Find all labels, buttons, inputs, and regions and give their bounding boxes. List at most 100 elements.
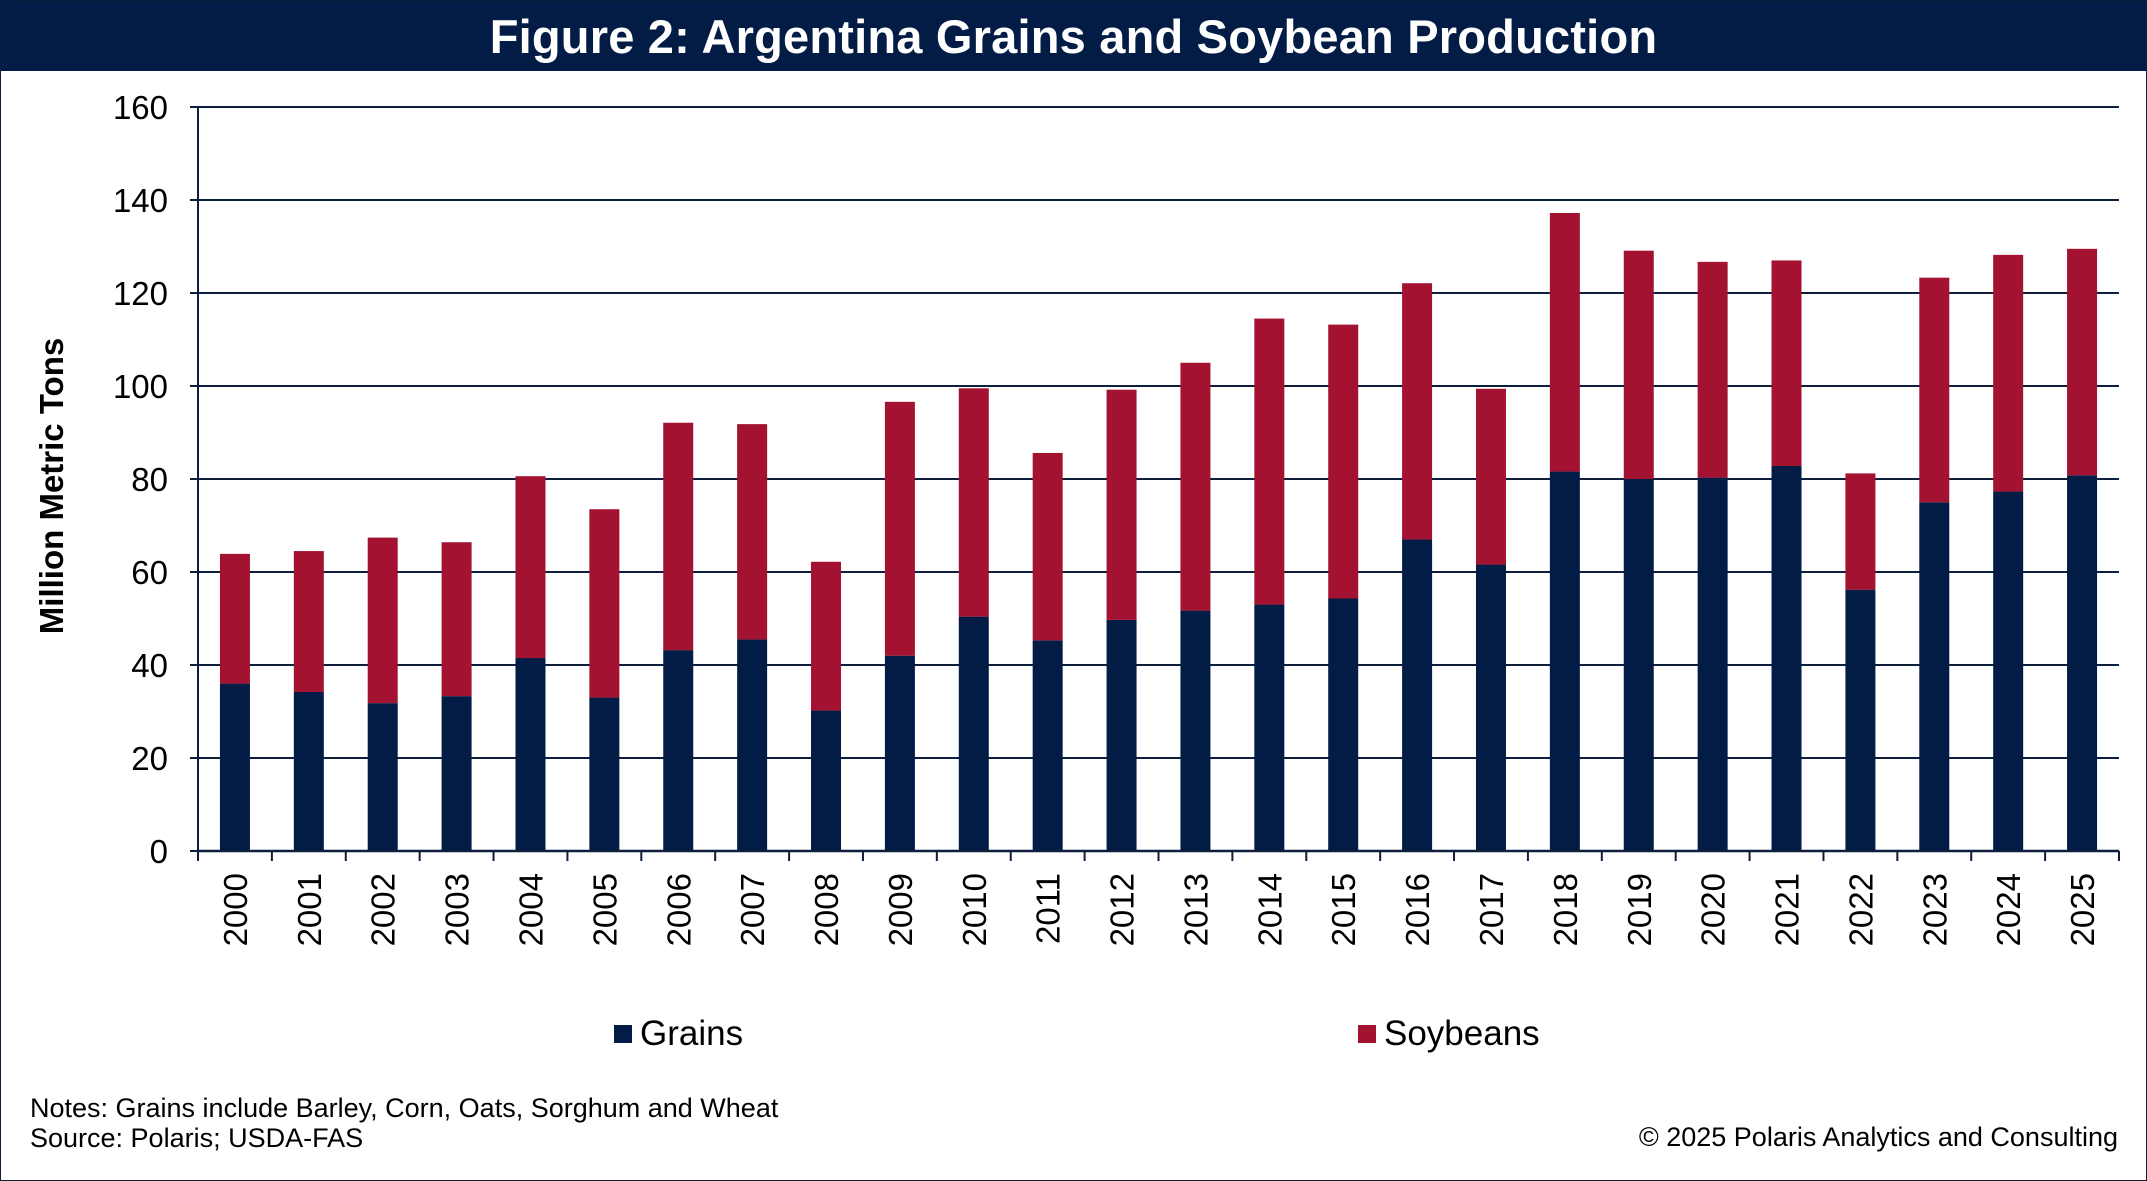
bar-soybeans-2019 [1624, 251, 1654, 479]
bar-grains-2025 [2067, 475, 2097, 851]
bar-soybeans-2004 [515, 476, 545, 658]
x-tick-label-2024: 2024 [1990, 873, 2027, 946]
y-tick-label-80: 80 [131, 461, 168, 498]
legend-item-grains: Grains [614, 1014, 743, 1054]
bar-soybeans-2003 [442, 542, 472, 696]
legend-swatch-soybeans [1358, 1025, 1376, 1043]
bar-soybeans-2021 [1772, 260, 1802, 466]
y-tick-label-40: 40 [131, 647, 168, 684]
x-tick-label-2003: 2003 [439, 873, 476, 946]
x-tick-label-2016: 2016 [1399, 873, 1436, 946]
x-tick-label-2000: 2000 [217, 873, 254, 946]
bar-soybeans-2007 [737, 424, 767, 639]
bar-grains-2022 [1845, 590, 1875, 851]
source-text: Source: Polaris; USDA-FAS [30, 1123, 363, 1153]
x-tick-label-2025: 2025 [2064, 873, 2101, 946]
x-tick-label-2012: 2012 [1104, 873, 1141, 946]
bar-grains-2011 [1033, 640, 1063, 851]
notes-text: Notes: Grains include Barley, Corn, Oats… [30, 1093, 778, 1123]
bar-soybeans-2010 [959, 388, 989, 616]
x-tick-label-2001: 2001 [291, 873, 328, 946]
x-tick-label-2005: 2005 [586, 873, 623, 946]
bar-grains-2005 [589, 698, 619, 851]
bar-soybeans-2005 [589, 509, 619, 697]
bar-grains-2015 [1328, 599, 1358, 851]
bar-grains-2018 [1550, 472, 1580, 851]
bar-grains-2013 [1180, 611, 1210, 851]
x-tick-label-2007: 2007 [734, 873, 771, 946]
bar-grains-2003 [442, 696, 472, 851]
legend-item-soybeans: Soybeans [1358, 1014, 1540, 1054]
bar-grains-2009 [885, 656, 915, 851]
bar-soybeans-2025 [2067, 249, 2097, 475]
bar-grains-2017 [1476, 565, 1506, 851]
bar-grains-2014 [1254, 605, 1284, 851]
bar-soybeans-2018 [1550, 213, 1580, 472]
y-tick-label-20: 20 [131, 740, 168, 777]
bar-soybeans-2015 [1328, 325, 1358, 599]
bar-grains-2024 [1993, 492, 2023, 851]
bar-soybeans-2016 [1402, 283, 1432, 539]
x-tick-label-2022: 2022 [1842, 873, 1879, 946]
bar-grains-2006 [663, 650, 693, 851]
x-tick-label-2015: 2015 [1325, 873, 1362, 946]
y-tick-label-120: 120 [113, 275, 168, 312]
bar-soybeans-2006 [663, 423, 693, 650]
bar-grains-2020 [1698, 478, 1728, 851]
x-tick-label-2023: 2023 [1916, 873, 1953, 946]
x-tick-label-2008: 2008 [808, 873, 845, 946]
bar-soybeans-2023 [1919, 278, 1949, 503]
x-tick-label-2009: 2009 [882, 873, 919, 946]
legend-label-soybeans: Soybeans [1384, 1014, 1540, 1054]
y-tick-label-140: 140 [113, 182, 168, 219]
bar-grains-2002 [368, 703, 398, 851]
bar-soybeans-2013 [1180, 363, 1210, 611]
chart-frame: Figure 2: Argentina Grains and Soybean P… [0, 0, 2147, 1181]
x-tick-label-2014: 2014 [1251, 873, 1288, 946]
bar-grains-2008 [811, 711, 841, 851]
bars [220, 213, 2097, 851]
x-tick-label-2006: 2006 [660, 873, 697, 946]
chart-area: 0 20 40 60 80 100 120 140 160 2000 2001 2002 2003 200… [1, 1, 2146, 1180]
bar-soybeans-2011 [1033, 453, 1063, 640]
x-tick-label-2020: 2020 [1695, 873, 1732, 946]
bar-soybeans-2009 [885, 402, 915, 656]
legend-swatch-grains [614, 1025, 632, 1043]
y-tick-label-0: 0 [150, 833, 168, 870]
x-tick-label-2011: 2011 [1030, 873, 1067, 944]
bar-soybeans-2002 [368, 538, 398, 704]
y-tick-label-160: 160 [113, 89, 168, 126]
bar-soybeans-2022 [1845, 473, 1875, 589]
bar-soybeans-2020 [1698, 262, 1728, 478]
bar-soybeans-2014 [1254, 319, 1284, 605]
bar-grains-2023 [1919, 502, 1949, 851]
bar-soybeans-2001 [294, 551, 324, 692]
copyright-text: © 2025 Polaris Analytics and Consulting [1639, 1122, 2118, 1153]
gridlines [198, 107, 2119, 758]
bar-grains-2004 [515, 658, 545, 851]
x-tick-label-2017: 2017 [1473, 873, 1510, 946]
bar-soybeans-2008 [811, 562, 841, 711]
x-tick-label-2021: 2021 [1769, 873, 1806, 946]
bar-grains-2021 [1772, 466, 1802, 851]
x-tick-label-2018: 2018 [1547, 873, 1584, 946]
bar-soybeans-2017 [1476, 389, 1506, 565]
y-tick-label-100: 100 [113, 368, 168, 405]
bar-grains-2010 [959, 617, 989, 851]
x-tick-label-2010: 2010 [956, 873, 993, 946]
x-tick-label-2013: 2013 [1177, 873, 1214, 946]
y-axis-label: Million Metric Tons [33, 338, 70, 634]
bar-grains-2007 [737, 639, 767, 851]
y-tick-label-60: 60 [131, 554, 168, 591]
bar-grains-2012 [1107, 620, 1137, 851]
bar-grains-2001 [294, 692, 324, 851]
bar-soybeans-2012 [1107, 390, 1137, 620]
bar-soybeans-2000 [220, 554, 250, 684]
bar-grains-2016 [1402, 539, 1432, 851]
bar-soybeans-2024 [1993, 255, 2023, 492]
x-tick-label-2002: 2002 [365, 873, 402, 946]
legend-label-grains: Grains [640, 1014, 743, 1054]
bar-grains-2019 [1624, 479, 1654, 851]
bar-grains-2000 [220, 684, 250, 851]
x-tick-label-2004: 2004 [512, 873, 549, 946]
